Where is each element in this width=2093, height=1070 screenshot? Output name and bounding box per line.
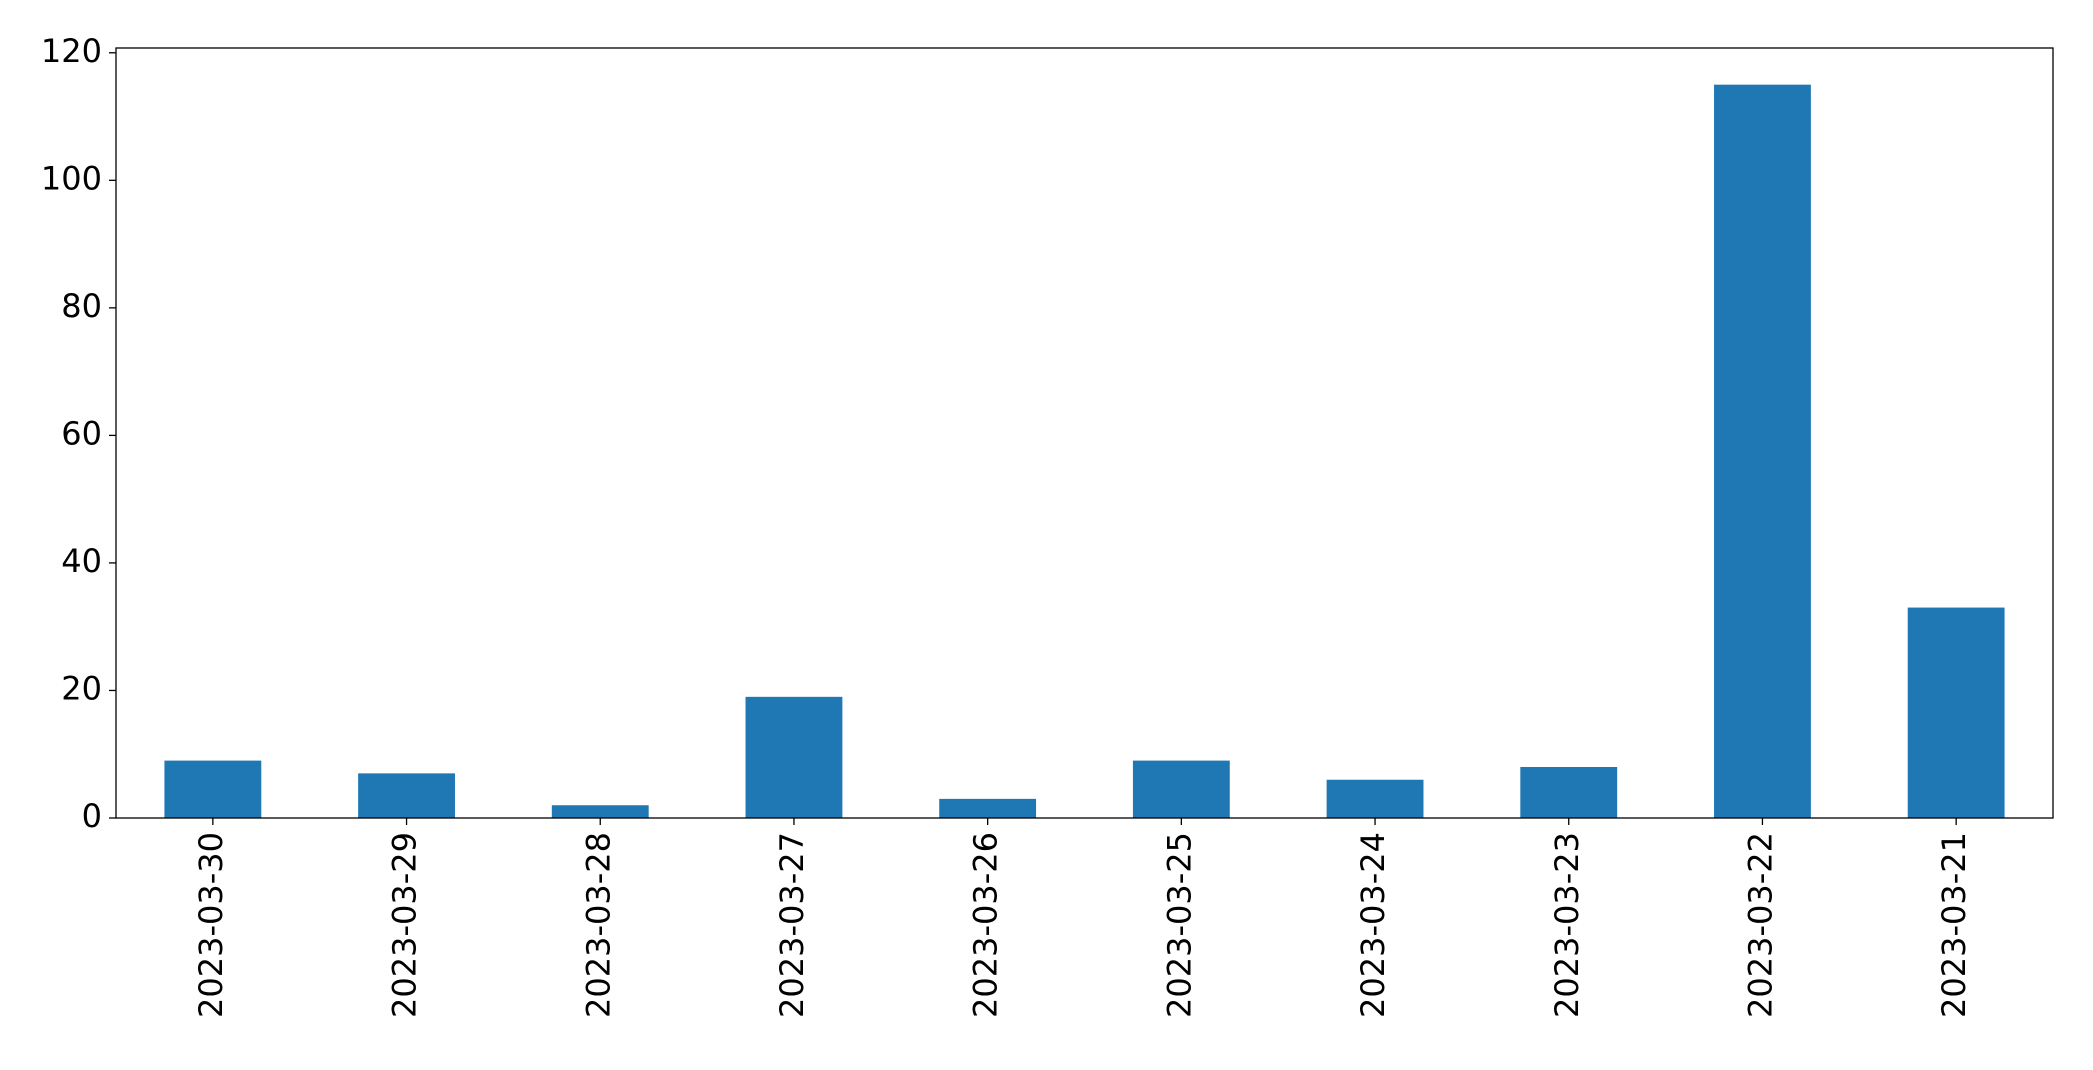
bar (745, 696, 843, 818)
bar (1326, 779, 1424, 818)
bar (939, 798, 1037, 818)
x-tick-label: 2023-03-27 (773, 832, 811, 1018)
plot-frame (115, 47, 2054, 819)
y-tick-label: 60 (61, 414, 102, 452)
y-tick-label: 120 (41, 32, 102, 70)
x-tick-label: 2023-03-21 (1935, 832, 1973, 1018)
y-tick-label: 20 (61, 669, 102, 707)
y-tick-label: 80 (61, 287, 102, 325)
y-tick-label: 0 (82, 797, 102, 835)
bar (1714, 84, 1811, 818)
x-tick-label: 2023-03-24 (1354, 832, 1392, 1018)
x-tick-label: 2023-03-23 (1548, 832, 1586, 1018)
bar (1907, 607, 2005, 818)
x-tick-label: 2023-03-22 (1741, 832, 1779, 1018)
bar (164, 760, 262, 818)
y-tick-label: 100 (41, 159, 102, 197)
x-tick-label: 2023-03-28 (579, 832, 617, 1018)
bar (1132, 760, 1230, 818)
bar (1520, 766, 1618, 818)
x-tick-label: 2023-03-29 (386, 832, 424, 1018)
x-tick-label: 2023-03-25 (1160, 832, 1198, 1018)
y-tick-label: 40 (61, 542, 102, 580)
x-tick-label: 2023-03-30 (192, 832, 230, 1018)
x-tick-label: 2023-03-26 (967, 832, 1005, 1018)
bar (358, 773, 455, 818)
bar (551, 805, 649, 818)
